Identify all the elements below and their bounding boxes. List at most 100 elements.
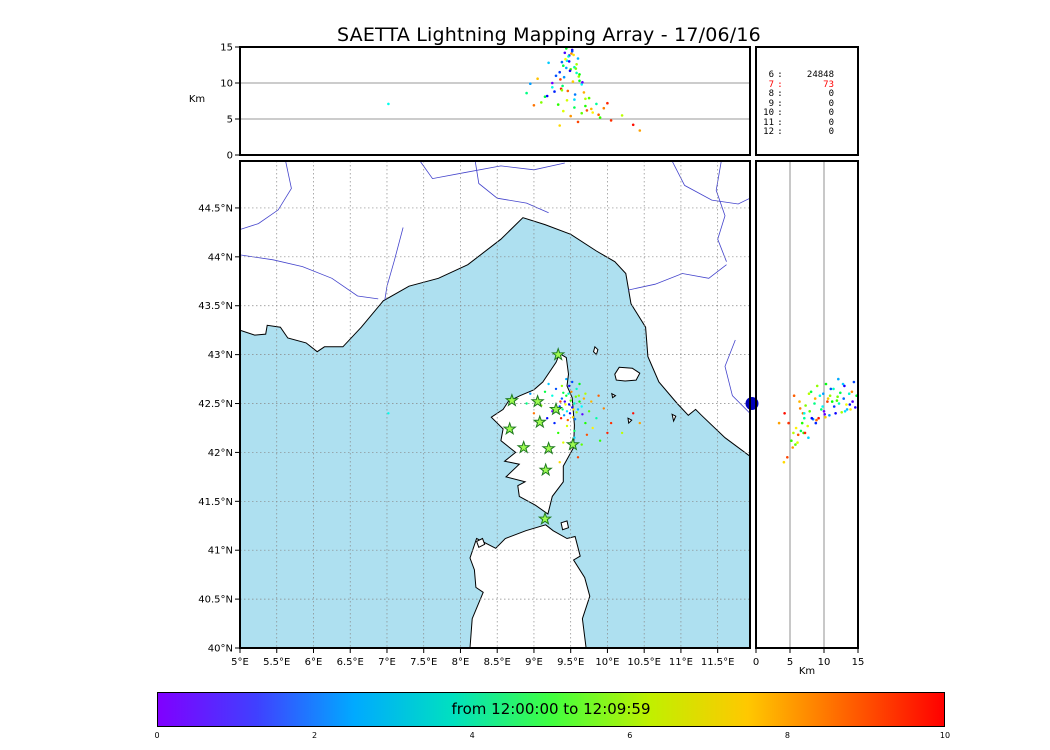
lightning-point bbox=[551, 394, 554, 397]
lightning-point bbox=[777, 421, 781, 425]
lightning-point bbox=[826, 397, 830, 400]
tick-label-alt: 10 bbox=[220, 79, 233, 90]
stats-row-label: 7 bbox=[768, 79, 774, 90]
lightning-point bbox=[843, 410, 847, 413]
lightning-point bbox=[852, 380, 856, 384]
lightning-point bbox=[575, 63, 578, 66]
lightning-point bbox=[800, 421, 804, 425]
colorbar-tick-label: 4 bbox=[469, 731, 475, 740]
lightning-point bbox=[569, 399, 572, 402]
lightning-point bbox=[553, 90, 556, 93]
lightning-point bbox=[823, 413, 826, 416]
lightning-point bbox=[568, 412, 572, 415]
lightning-point bbox=[848, 403, 852, 406]
lightning-point bbox=[794, 443, 797, 446]
lightning-point bbox=[609, 119, 613, 122]
lightning-point bbox=[835, 399, 839, 402]
stats-row-separator: : bbox=[777, 117, 783, 128]
stats-row-value: 73 bbox=[823, 79, 834, 90]
lightning-point bbox=[822, 392, 825, 396]
lightning-point bbox=[792, 431, 795, 435]
stats-row-label: 6 bbox=[768, 70, 774, 80]
lightning-point bbox=[574, 67, 578, 70]
tick-label-lat: 40.5°N bbox=[198, 595, 233, 606]
station-star bbox=[504, 393, 520, 407]
tick-label-lat: 42.5°N bbox=[198, 399, 233, 410]
lightning-point bbox=[565, 66, 568, 70]
stats-row-label: 12 bbox=[763, 127, 774, 137]
lightning-point bbox=[849, 408, 852, 411]
lightning-point bbox=[558, 70, 561, 74]
lightning-point bbox=[809, 390, 813, 394]
lightning-point bbox=[581, 413, 584, 416]
lightning-point bbox=[573, 418, 577, 421]
colorbar-gradient bbox=[158, 693, 944, 726]
station-star bbox=[551, 347, 566, 361]
lightning-point bbox=[580, 83, 583, 86]
lightning-point bbox=[529, 392, 532, 395]
lightning-point bbox=[591, 426, 594, 430]
lightning-point bbox=[561, 84, 564, 88]
lightning-point bbox=[578, 400, 581, 403]
panel-border bbox=[755, 46, 859, 156]
lightning-point bbox=[567, 55, 570, 58]
lightning-point bbox=[813, 397, 817, 400]
lightning-point bbox=[597, 113, 600, 116]
lightning-point bbox=[578, 73, 581, 76]
lightning-point bbox=[584, 421, 587, 425]
colorbar-tick-label: 0 bbox=[154, 731, 160, 740]
lightning-point bbox=[387, 102, 390, 106]
lightning-point bbox=[573, 98, 576, 101]
lightning-point bbox=[551, 81, 554, 85]
stats-row: 10: 0 bbox=[756, 108, 858, 119]
lightning-point bbox=[828, 414, 831, 417]
island bbox=[614, 366, 641, 382]
lightning-point bbox=[845, 403, 848, 406]
stats-row: 11: 0 bbox=[756, 117, 858, 129]
tick-label-lon: 9.5°E bbox=[557, 657, 584, 668]
lightning-point bbox=[590, 107, 593, 111]
lightning-point bbox=[559, 417, 563, 420]
tick-label-lat: 43°N bbox=[208, 350, 233, 361]
lightning-point bbox=[532, 412, 536, 415]
lightning-point bbox=[845, 408, 849, 411]
lightning-point bbox=[822, 410, 826, 413]
lightning-point bbox=[556, 103, 560, 106]
lightning-point bbox=[843, 384, 846, 388]
tick-label-lon: 10.5°E bbox=[627, 657, 661, 668]
lightning-point bbox=[560, 60, 564, 64]
lightning-point bbox=[573, 106, 576, 109]
lightning-point bbox=[602, 106, 606, 110]
lightning-point bbox=[598, 116, 602, 119]
lightning-point bbox=[807, 392, 811, 396]
tick-label-lat: 44.5°N bbox=[198, 203, 233, 214]
lightning-point bbox=[803, 416, 806, 420]
river bbox=[419, 161, 565, 180]
lightning-point bbox=[540, 101, 543, 104]
figure-title: SAETTA Lightning Mapping Array - 17/06/1… bbox=[337, 24, 761, 46]
tick-label-lon: 5°E bbox=[231, 657, 249, 668]
lightning-point bbox=[559, 78, 562, 81]
lightning-point bbox=[565, 99, 569, 102]
lightning-point bbox=[854, 406, 857, 409]
stats-row-value: 0 bbox=[828, 127, 834, 137]
lightning-point bbox=[562, 75, 566, 79]
tick-label-lat: 41°N bbox=[208, 546, 233, 557]
station-star bbox=[541, 441, 556, 455]
lightning-point bbox=[387, 412, 390, 415]
lightning-point bbox=[803, 431, 807, 435]
lightning-point bbox=[796, 441, 799, 444]
lightning-point bbox=[572, 53, 575, 57]
lightning-point bbox=[577, 394, 580, 397]
lightning-point bbox=[815, 418, 818, 422]
lightning-point bbox=[573, 402, 576, 405]
top-panel-ylabel: Km bbox=[188, 94, 206, 105]
lightning-point bbox=[591, 111, 594, 114]
tick-label-lon: 6°E bbox=[305, 657, 323, 668]
lightning-point bbox=[803, 412, 806, 415]
lightning-point bbox=[566, 418, 569, 422]
lightning-point bbox=[834, 412, 837, 415]
island bbox=[611, 392, 617, 399]
